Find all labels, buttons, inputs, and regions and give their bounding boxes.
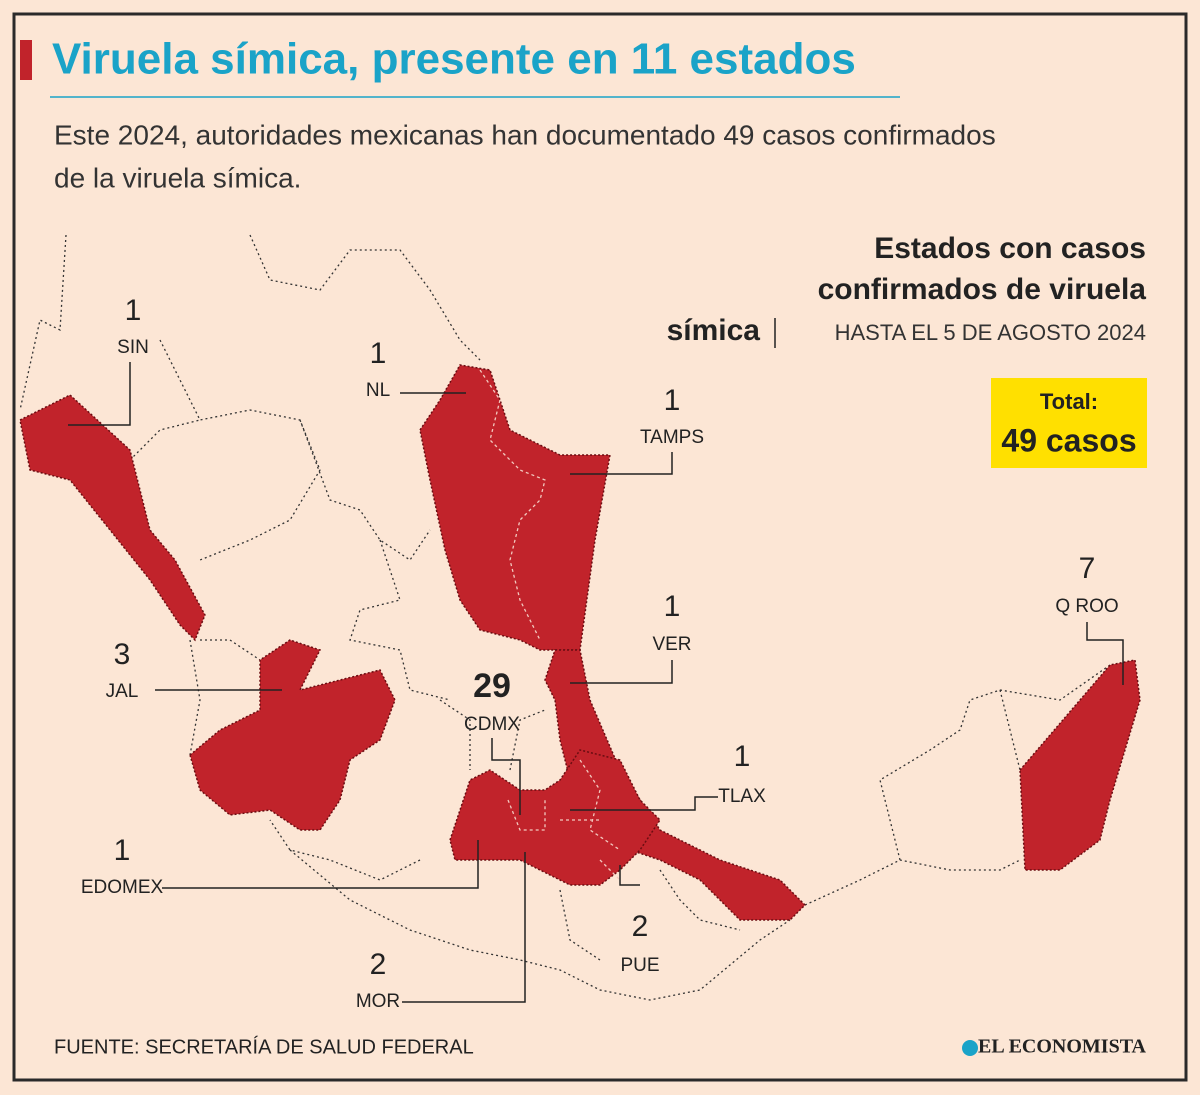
panel-heading: Estados con casos <box>874 232 1146 265</box>
leader-line <box>570 660 673 684</box>
state-code: NL <box>366 380 390 401</box>
leader-line <box>68 362 131 426</box>
total-value: 49 casos <box>1001 422 1136 458</box>
leader-line <box>570 452 673 475</box>
subtitle: Este 2024, autoridades mexicanas han doc… <box>54 119 996 150</box>
total-label: Total: <box>1040 389 1098 414</box>
case-count: 1 <box>114 834 131 867</box>
case-count: 3 <box>114 638 131 671</box>
state-code: Q ROO <box>1055 596 1118 617</box>
case-count: 2 <box>632 910 649 943</box>
case-count: 1 <box>664 590 681 623</box>
state-code: PUE <box>620 955 659 976</box>
labels: 1 SIN 1 NL 1 TAMPS 1 VER 3 JAL 29 CDMX 1… <box>68 294 1124 1012</box>
case-count: 7 <box>1079 552 1096 585</box>
region-jal <box>189 639 396 831</box>
total-box <box>991 378 1147 468</box>
region-sin <box>19 394 206 642</box>
case-count: 29 <box>473 667 511 705</box>
leader-line <box>619 865 640 886</box>
state-code: SIN <box>117 337 149 358</box>
logo: EL ECONOMISTA <box>978 1036 1147 1058</box>
title-bar <box>20 40 32 80</box>
leader-line <box>162 840 479 889</box>
case-count: 2 <box>370 948 387 981</box>
frame <box>12 12 1188 1082</box>
state-code: CDMX <box>464 714 520 735</box>
state-code: TLAX <box>718 786 766 807</box>
case-count: 1 <box>664 384 681 417</box>
state-code: JAL <box>106 681 139 702</box>
title: Viruela símica, presente en 11 estados <box>52 35 856 84</box>
panel-heading: confirmados de viruela <box>818 273 1147 306</box>
case-count: 1 <box>125 294 142 327</box>
panel: Estados con casos confirmados de viruela… <box>667 232 1147 468</box>
map <box>19 234 1141 1001</box>
case-count: 1 <box>734 740 751 773</box>
logo-icon <box>962 1040 978 1056</box>
leader-line <box>491 738 521 815</box>
leader-line <box>1086 622 1124 685</box>
region-nl-tamps <box>419 364 611 651</box>
state-code: EDOMEX <box>81 877 164 898</box>
region-qroo <box>1019 659 1141 871</box>
leader-line <box>402 852 526 1003</box>
leader-line <box>570 796 718 811</box>
panel-heading: símica <box>667 314 761 347</box>
panel-date: HASTA EL 5 DE AGOSTO 2024 <box>835 320 1146 345</box>
subtitle: de la viruela símica. <box>54 162 301 193</box>
state-code: VER <box>652 634 691 655</box>
state-code: MOR <box>356 991 400 1012</box>
case-count: 1 <box>370 337 387 370</box>
source: FUENTE: SECRETARÍA DE SALUD FEDERAL <box>54 1035 474 1058</box>
state-code: TAMPS <box>640 427 704 448</box>
